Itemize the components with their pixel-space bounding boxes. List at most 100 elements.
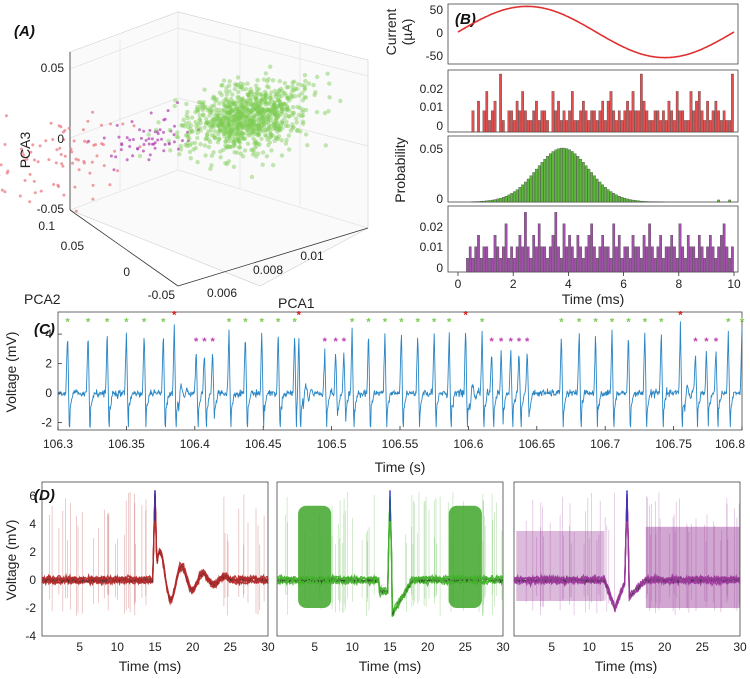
pca-point-2 (272, 112, 277, 117)
pca-point-2 (282, 115, 287, 121)
pca-point-1 (128, 145, 132, 148)
pca-point-2 (233, 126, 238, 131)
pca-point-2 (219, 116, 224, 122)
pca-point-2 (234, 82, 239, 88)
pca-point-2 (248, 118, 253, 124)
pca-point-2 (276, 134, 282, 139)
pca-point-1 (102, 136, 106, 140)
hist-bar (645, 201, 649, 203)
spike-marker-r: * (297, 309, 302, 321)
hist-bar (673, 120, 676, 133)
pca-point-1 (172, 140, 176, 144)
pca-point-2 (223, 131, 228, 136)
pca-point-2 (240, 114, 245, 119)
pca-point-2 (230, 92, 235, 97)
hist-xlabel: Time (ms) (562, 291, 624, 307)
pca-point-2 (263, 93, 268, 98)
hist-bar (697, 91, 701, 133)
pca-point-2 (263, 120, 268, 126)
pca-point-2 (239, 114, 245, 119)
panel-b-label: (B) (455, 11, 476, 28)
pca-point-2 (234, 150, 240, 155)
pca-point-0 (23, 159, 27, 162)
pca-points (0, 64, 343, 213)
pca-point-2 (246, 110, 252, 115)
hist-bar (706, 246, 709, 273)
pca-point-2 (235, 137, 241, 142)
pca-point-2 (302, 85, 308, 91)
pca-point-0 (28, 200, 32, 204)
hist-bar (526, 246, 530, 273)
hist-bar (513, 191, 516, 203)
hist-bar (529, 120, 533, 133)
pca-point-2 (240, 114, 245, 119)
pca-point-2 (211, 94, 216, 99)
pca-point-2 (189, 129, 194, 134)
pca-point-2 (265, 117, 270, 122)
spike-marker-g: * (399, 317, 404, 329)
pca-point-2 (272, 111, 277, 116)
pca-point-2 (255, 101, 260, 107)
hist-bar (493, 199, 497, 203)
pca-point-2 (239, 124, 245, 129)
pca-point-2 (268, 64, 273, 69)
pca-point-2 (249, 147, 254, 153)
pca-point-2 (256, 118, 261, 123)
pca-point-2 (248, 111, 253, 117)
pca-point-2 (183, 121, 188, 126)
hist-bar (557, 100, 560, 133)
hist-bar (479, 201, 483, 203)
pca-point-2 (231, 114, 236, 120)
pca-point-0 (31, 143, 35, 147)
pca-point-2 (240, 132, 246, 137)
hist-bar (579, 158, 582, 203)
pca-point-2 (285, 106, 290, 112)
pca-point-2 (235, 133, 241, 139)
hist-bar (518, 235, 522, 273)
wave-xtick-label: 5 (548, 640, 555, 654)
wave-ytick-label: 4 (29, 517, 36, 531)
hist-bar (537, 165, 541, 203)
pca-point-2 (224, 104, 229, 110)
pca-point-2 (242, 122, 248, 127)
pca-point-2 (238, 116, 243, 122)
pca-point-2 (254, 90, 260, 95)
hist-bar (606, 100, 610, 133)
hist-bar (576, 235, 580, 273)
pca-point-2 (247, 130, 252, 135)
pca-point-2 (263, 91, 269, 97)
pca-point-2 (238, 110, 243, 115)
hist-bar (493, 235, 497, 273)
hist-bar (502, 246, 505, 273)
hist-bar (626, 100, 629, 133)
pca-point-2 (254, 123, 260, 128)
pca-point-2 (258, 110, 263, 115)
trace-ytick-label: 4 (45, 327, 52, 341)
pca-grid-z-mid (69, 97, 179, 139)
pca-point-2 (182, 124, 187, 129)
pca-point-2 (286, 96, 291, 101)
spike-marker-m: * (323, 336, 328, 348)
pca-point-2 (222, 114, 227, 119)
hist-bar (551, 151, 555, 203)
pca-point-2 (249, 122, 255, 127)
pca-point-0 (54, 161, 58, 165)
pca-point-2 (224, 92, 230, 97)
pca-point-2 (223, 96, 228, 102)
pca-point-1 (153, 130, 157, 134)
hist-bar (706, 100, 709, 133)
hist-bar (554, 110, 558, 133)
pca-point-2 (233, 113, 239, 119)
pca-point-2 (284, 119, 289, 125)
pca-point-0 (82, 161, 86, 165)
hist-bar (532, 110, 536, 133)
pca-point-2 (244, 119, 250, 125)
pca-point-2 (261, 116, 266, 121)
wave-ytick-label: -4 (25, 629, 36, 643)
pca-point-2 (265, 113, 270, 119)
pca-point-2 (257, 127, 262, 133)
pca-point-2 (293, 86, 298, 92)
pca-point-2 (235, 82, 240, 88)
spike-marker-g: * (626, 317, 631, 329)
pca-point-0 (73, 185, 77, 189)
